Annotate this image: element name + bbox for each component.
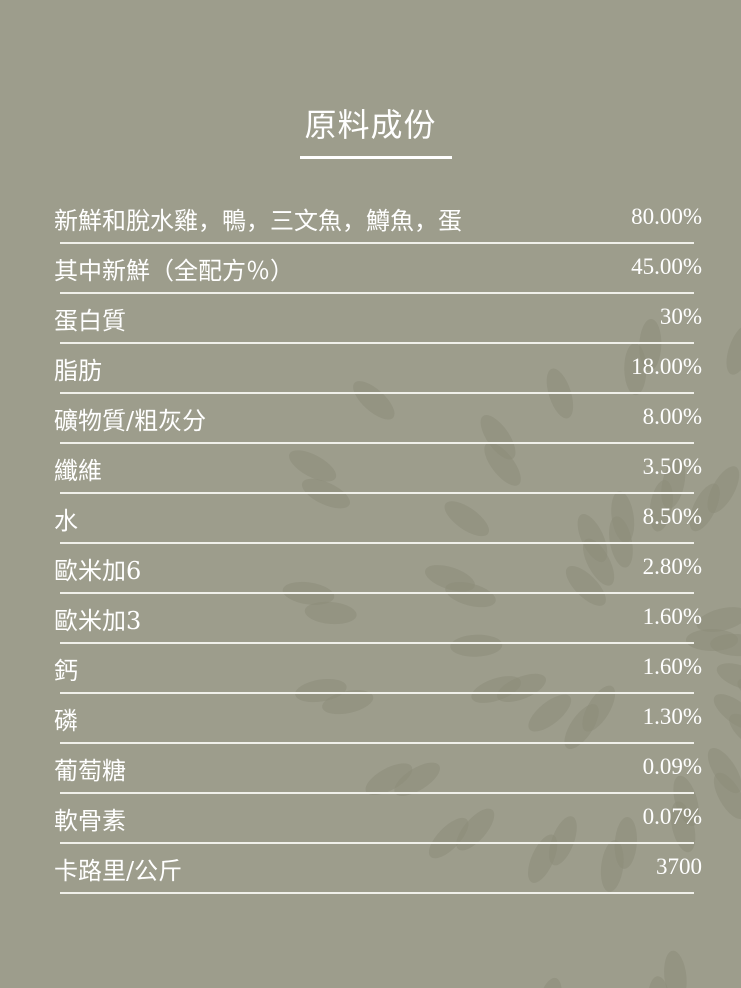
row-divider bbox=[60, 792, 694, 794]
leaf-shape bbox=[639, 318, 662, 371]
ingredient-row: 鈣 1.60% bbox=[54, 643, 706, 694]
leaf-shape bbox=[444, 501, 489, 537]
leaf-shape bbox=[295, 678, 347, 703]
leaf-shape bbox=[611, 491, 635, 543]
leaf-shape bbox=[713, 772, 741, 820]
ingredient-row: 葡萄糖 0.09% bbox=[54, 743, 706, 794]
ingredient-value: 45.00% bbox=[631, 254, 702, 279]
leaf-shape bbox=[456, 808, 495, 851]
ingredient-row: 歐米加6 2.80% bbox=[54, 543, 706, 594]
leaf-shape bbox=[353, 381, 395, 420]
ingredient-value: 1.60% bbox=[642, 654, 702, 679]
ingredient-label: 新鮮和脫水雞，鴨，三文魚，鱒魚，蛋 bbox=[54, 207, 462, 235]
leaf-shape bbox=[480, 415, 516, 460]
leaf-shape bbox=[729, 713, 741, 752]
leaf-shape bbox=[471, 676, 522, 703]
ingredient-value: 8.00% bbox=[642, 404, 702, 429]
leaf-shape bbox=[716, 663, 741, 691]
row-divider bbox=[60, 892, 694, 894]
leaf-shape bbox=[528, 694, 572, 732]
ingredient-label: 脂肪 bbox=[54, 357, 102, 385]
ingredient-label: 其中新鮮（全配方％） bbox=[54, 257, 294, 285]
row-divider bbox=[60, 442, 694, 444]
title-underline bbox=[300, 156, 452, 159]
ingredient-label: 礦物質/粗灰分 bbox=[54, 407, 207, 435]
ingredient-value: 0.07% bbox=[642, 804, 702, 829]
leaf-shape bbox=[564, 704, 599, 749]
leaf-shape bbox=[726, 324, 741, 375]
ingredient-row: 脂肪 18.00% bbox=[54, 343, 706, 394]
ingredient-label: 歐米加3 bbox=[54, 607, 142, 635]
ingredient-label: 軟骨素 bbox=[54, 807, 126, 835]
row-divider bbox=[60, 842, 694, 844]
ingredient-label: 卡路里/公斤 bbox=[54, 857, 183, 885]
page-title: 原料成份 bbox=[304, 106, 437, 144]
row-divider bbox=[60, 642, 694, 644]
leaf-shape bbox=[707, 466, 740, 514]
ingredient-label: 蛋白質 bbox=[54, 307, 126, 335]
leaf-shape bbox=[565, 565, 606, 606]
ingredient-row: 軟骨素 0.07% bbox=[54, 793, 706, 844]
leaf-shape bbox=[394, 762, 440, 796]
ingredient-row: 磷 1.30% bbox=[54, 693, 706, 744]
leaf-shape bbox=[696, 607, 741, 632]
ingredient-label: 葡萄糖 bbox=[54, 757, 126, 785]
leaf-shape bbox=[664, 950, 687, 988]
leaf-shape bbox=[528, 834, 558, 883]
ingredient-value: 1.30% bbox=[642, 704, 702, 729]
ingredient-row: 歐米加3 1.60% bbox=[54, 593, 706, 644]
ingredient-label: 纖維 bbox=[54, 457, 102, 485]
leaf-shape bbox=[537, 977, 562, 988]
ingredient-value: 30% bbox=[659, 304, 702, 329]
row-divider bbox=[60, 292, 694, 294]
row-divider bbox=[60, 542, 694, 544]
leaf-shape bbox=[670, 801, 696, 853]
leaf-shape bbox=[600, 840, 624, 892]
ingredient-row: 蛋白質 30% bbox=[54, 293, 706, 344]
ingredient-row: 卡路里/公斤 3700 bbox=[54, 843, 706, 894]
ingredient-value: 0.09% bbox=[642, 754, 702, 779]
leaf-shape bbox=[710, 633, 741, 657]
ingredient-label: 歐米加6 bbox=[54, 557, 142, 585]
leaf-shape bbox=[661, 457, 686, 509]
row-divider bbox=[60, 742, 694, 744]
row-divider bbox=[60, 492, 694, 494]
ingredient-value: 1.60% bbox=[642, 604, 702, 629]
ingredient-label: 磷 bbox=[54, 707, 78, 735]
row-divider bbox=[60, 392, 694, 394]
row-divider bbox=[60, 342, 694, 344]
leaf-shape bbox=[450, 634, 503, 657]
ingredient-label: 鈣 bbox=[54, 657, 78, 685]
ingredient-value: 2.80% bbox=[642, 554, 702, 579]
ingredient-row: 礦物質/粗灰分 8.00% bbox=[54, 393, 706, 444]
leaf-shape bbox=[425, 565, 475, 592]
ingredient-row: 新鮮和脫水雞，鴨，三文魚，鱒魚，蛋 80.00% bbox=[54, 193, 706, 244]
row-divider bbox=[60, 692, 694, 694]
leaf-shape bbox=[713, 694, 741, 730]
ingredient-value: 3.50% bbox=[642, 454, 702, 479]
ingredient-value: 3700 bbox=[656, 854, 702, 879]
leaf-shape bbox=[365, 763, 413, 796]
ingredient-table: 新鮮和脫水雞，鴨，三文魚，鱒魚，蛋 80.00% 其中新鮮（全配方％） 45.00% 蛋… bbox=[54, 193, 706, 894]
ingredient-row: 其中新鮮（全配方％） 45.00% bbox=[54, 243, 706, 294]
ingredient-label: 水 bbox=[54, 507, 78, 535]
leaf-shape bbox=[304, 601, 357, 625]
row-divider bbox=[60, 242, 694, 244]
leaf-shape bbox=[428, 817, 469, 859]
row-divider bbox=[60, 592, 694, 594]
leaf-shape bbox=[289, 450, 337, 482]
ingredient-row: 纖維 3.50% bbox=[54, 443, 706, 494]
leaf-shape bbox=[484, 442, 521, 486]
ingredient-value: 8.50% bbox=[642, 504, 702, 529]
ingredient-value: 80.00% bbox=[631, 204, 702, 229]
leaf-shape bbox=[577, 514, 608, 563]
ingredient-row: 水 8.50% bbox=[54, 493, 706, 544]
ingredient-value: 18.00% bbox=[631, 354, 702, 379]
